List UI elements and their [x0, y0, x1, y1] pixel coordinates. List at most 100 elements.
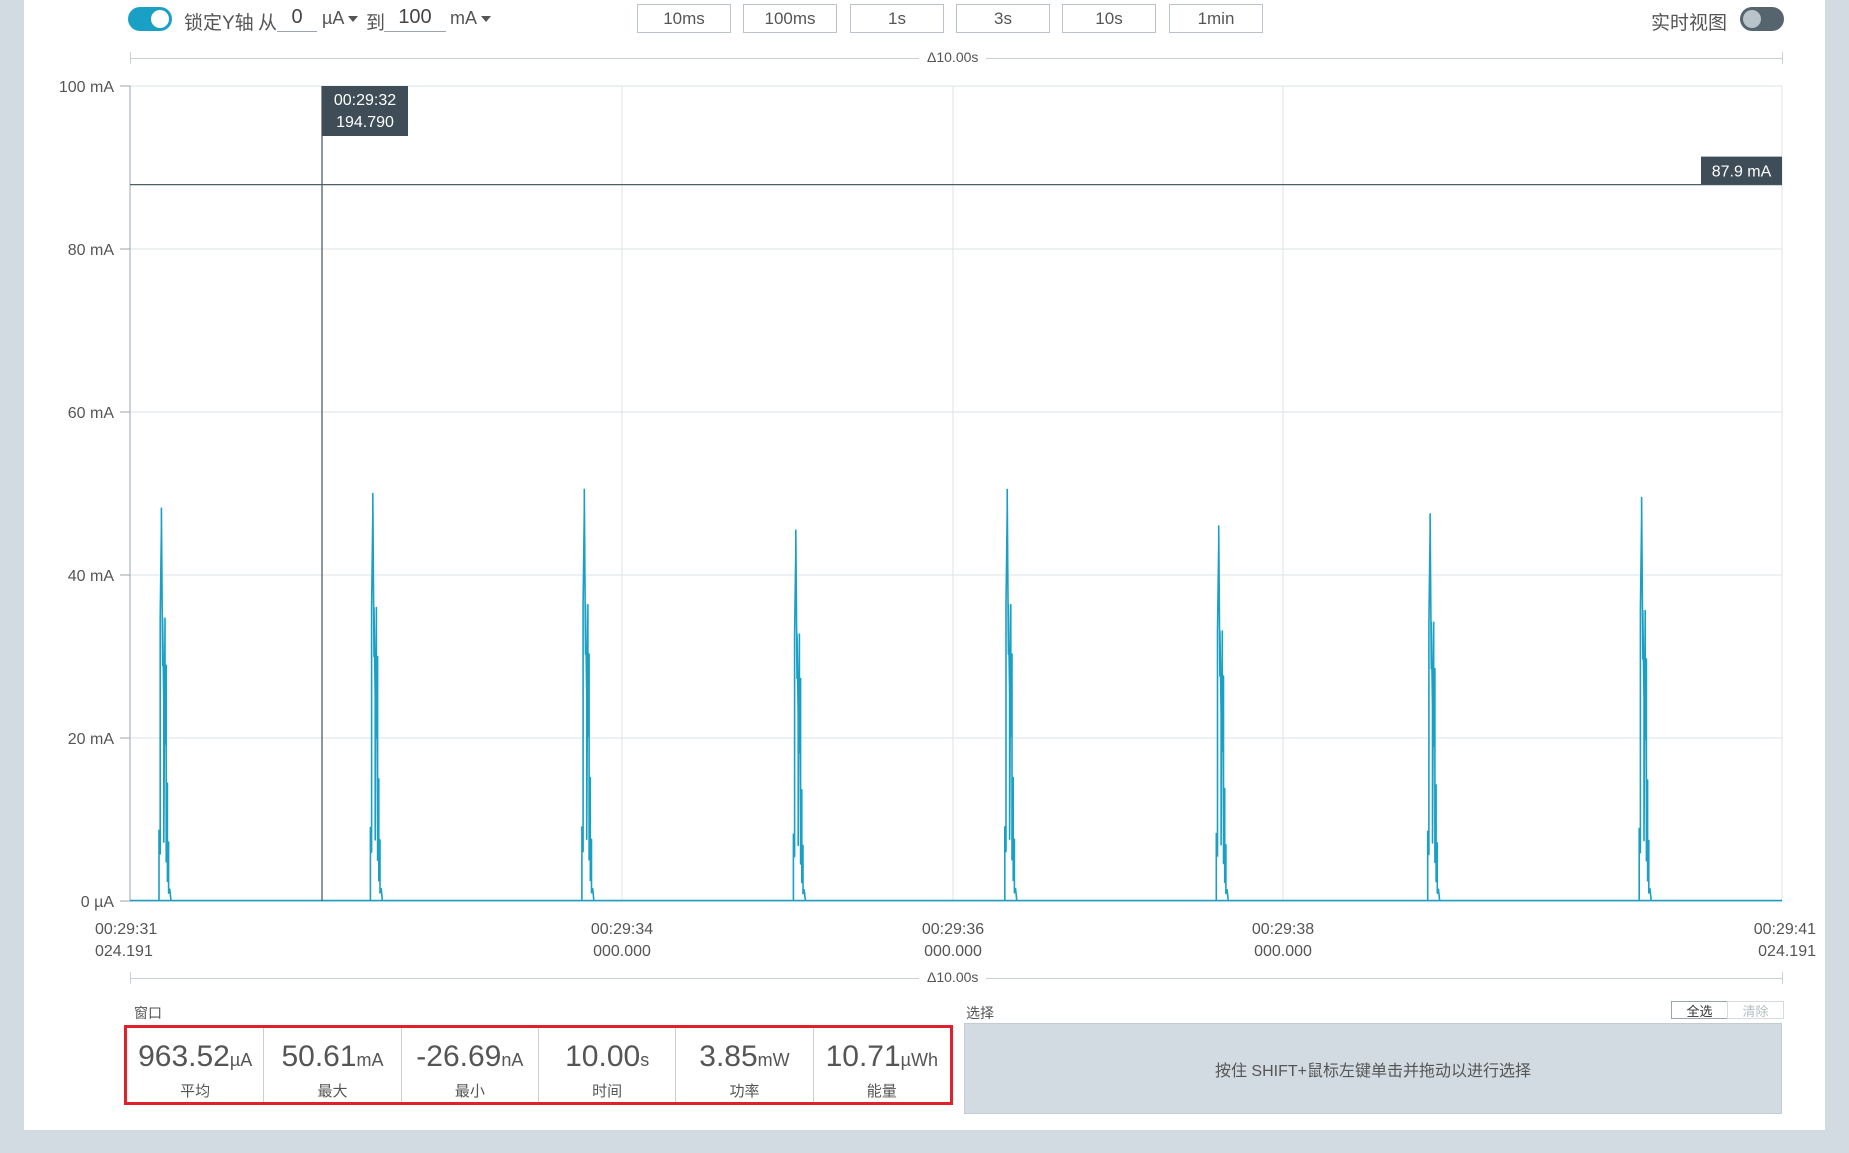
current-pulse [1004, 488, 1018, 902]
to-unit-value: mA [450, 8, 477, 28]
current-pulse [1426, 513, 1441, 902]
x-tick-time: 00:29:36 [922, 921, 984, 938]
stat-unit: nA [501, 1050, 524, 1070]
clear-button[interactable]: 清除 [1727, 1001, 1784, 1019]
window-section-title: 窗口 [134, 1005, 162, 1021]
stat-unit: s [640, 1050, 650, 1070]
from-unit-value: µA [322, 8, 345, 28]
y-tick-label: 0 µA [81, 894, 115, 911]
x-tick-time: 00:29:31 [95, 921, 157, 938]
current-pulse [1638, 496, 1652, 902]
zoom-10s-button[interactable]: 10s [1062, 4, 1156, 33]
x-tick-sub: 000.000 [593, 943, 651, 960]
x-tick-sub: 024.191 [95, 943, 153, 960]
chart-overlays: 87.9 mA 00:29:32 194.790 [130, 86, 1782, 901]
x-tick-sub: 000.000 [924, 943, 982, 960]
y-axis-labels: 100 mA 80 mA 60 mA 40 mA 20 mA 0 µA [59, 79, 114, 911]
stat-number: -26.69 [416, 1040, 502, 1073]
current-pulse [792, 529, 807, 902]
stat-number: 10.00 [565, 1040, 641, 1073]
toggle-knob [1743, 10, 1761, 28]
selection-hint: 按住 SHIFT+鼠标左键单击并拖动以进行选择 [1214, 1062, 1531, 1080]
selection-area[interactable]: 按住 SHIFT+鼠标左键单击并拖动以进行选择 [964, 1023, 1782, 1114]
from-label: 从 [258, 13, 278, 34]
span-tick [130, 972, 131, 984]
y-tick-label: 20 mA [68, 731, 115, 748]
span-tick [130, 52, 131, 64]
trigger-level-badge [1701, 156, 1782, 185]
stat-average: 963.52µA 平均 [127, 1028, 265, 1102]
window-stats: 963.52µA 平均 50.61mA 最大 -26.69nA 最小 10.00… [124, 1025, 953, 1105]
chart-series [130, 488, 1782, 902]
stat-number: 963.52 [138, 1040, 230, 1073]
selection-section-title: 选择 [966, 1005, 994, 1021]
toggle-knob [151, 10, 169, 28]
current-pulse [369, 492, 384, 902]
stat-caption: 功率 [729, 1083, 760, 1100]
realtime-label: 实时视图 [1651, 13, 1728, 34]
stat-value: 963.52µA [127, 1040, 263, 1074]
stat-max: 50.61mA 最大 [264, 1028, 402, 1102]
current-pulse [581, 488, 595, 902]
from-unit-dropdown[interactable]: µA [322, 8, 359, 29]
x-tick-time: 00:29:41 [1754, 921, 1816, 938]
stat-power: 3.85mW 功率 [676, 1028, 814, 1102]
y-from-input[interactable] [277, 4, 317, 32]
stat-number: 50.61 [281, 1040, 357, 1073]
x-tick-time: 00:29:38 [1252, 921, 1314, 938]
chevron-down-icon [481, 16, 491, 23]
y-to-input[interactable] [384, 4, 446, 32]
stat-value: 10.71µWh [814, 1040, 950, 1074]
realtime-toggle[interactable] [1740, 7, 1784, 31]
to-label: 到 [366, 13, 386, 34]
cursor-tooltip [322, 86, 408, 136]
zoom-100ms-button[interactable]: 100ms [743, 4, 837, 33]
x-axis-labels: 00:29:31 024.191 00:29:34 000.000 00:29:36 00… [95, 921, 1816, 960]
stat-value: 50.61mA [264, 1040, 400, 1074]
zoom-1min-button[interactable]: 1min [1169, 4, 1263, 33]
stat-unit: µWh [900, 1050, 939, 1070]
stat-value: 10.00s [539, 1040, 675, 1074]
trigger-level-label: 87.9 mA [1712, 164, 1772, 181]
stat-unit: mA [356, 1050, 384, 1070]
stat-energy: 10.71µWh 能量 [814, 1028, 950, 1102]
stat-unit: mW [757, 1050, 790, 1070]
stat-number: 3.85 [699, 1040, 758, 1073]
main-panel [24, 0, 1825, 1130]
window-span-label-bottom: Δ10.00s [919, 969, 987, 985]
stat-caption: 能量 [866, 1083, 897, 1100]
stat-caption: 最小 [454, 1083, 485, 1100]
stat-number: 10.71 [825, 1040, 901, 1073]
zoom-1s-button[interactable]: 1s [850, 4, 944, 33]
chevron-down-icon [348, 16, 359, 23]
span-tick [1782, 972, 1783, 984]
x-tick-time: 00:29:34 [591, 921, 653, 938]
select-all-button[interactable]: 全选 [1671, 1001, 1728, 1019]
stat-caption: 时间 [592, 1083, 623, 1100]
current-pulse [1215, 525, 1230, 902]
stat-caption: 平均 [180, 1083, 211, 1100]
zoom-3s-button[interactable]: 3s [956, 4, 1050, 33]
stat-unit: µA [229, 1050, 253, 1070]
current-pulse [158, 507, 172, 902]
chart-axes [120, 85, 1782, 902]
stat-value: -26.69nA [402, 1040, 538, 1074]
to-unit-dropdown[interactable]: mA [450, 8, 491, 29]
span-tick [1782, 52, 1783, 64]
cursor-tooltip-time: 00:29:32 [334, 92, 396, 109]
window-span-label-top: Δ10.00s [919, 49, 987, 65]
cursor-tooltip-value: 194.790 [336, 114, 394, 131]
y-tick-label: 80 mA [68, 242, 115, 259]
stat-min: -26.69nA 最小 [402, 1028, 539, 1102]
x-tick-sub: 000.000 [1254, 943, 1312, 960]
y-tick-label: 40 mA [68, 568, 115, 585]
y-tick-label: 100 mA [59, 79, 114, 96]
stat-caption: 最大 [317, 1083, 348, 1100]
lock-y-toggle[interactable] [128, 7, 172, 31]
stat-value: 3.85mW [676, 1040, 812, 1074]
zoom-10ms-button[interactable]: 10ms [637, 4, 731, 33]
x-tick-sub: 024.191 [1758, 943, 1816, 960]
lock-y-label: 锁定Y轴 [184, 13, 254, 34]
y-tick-label: 60 mA [68, 405, 115, 422]
